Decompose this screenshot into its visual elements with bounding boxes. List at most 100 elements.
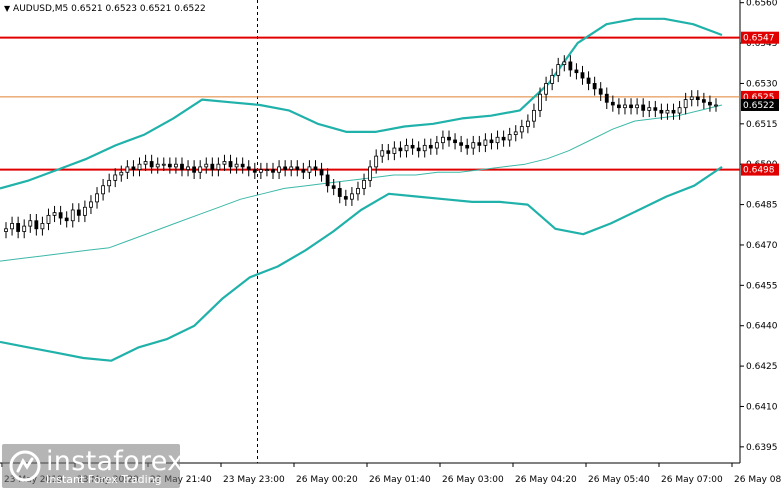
- bollinger-upper-band: [0, 17, 723, 190]
- candle: [301, 162, 306, 180]
- candle: [635, 98, 640, 115]
- candle: [647, 100, 652, 118]
- candle-body: [610, 101, 615, 106]
- candle: [459, 135, 464, 153]
- candle-body: [52, 212, 57, 216]
- candle: [434, 135, 439, 155]
- candle: [82, 200, 87, 223]
- candle-body: [58, 212, 63, 219]
- candle-body: [677, 107, 682, 114]
- price-tick-label: 0.6440: [746, 322, 778, 332]
- candle-body: [398, 147, 403, 152]
- candle: [356, 181, 360, 201]
- candle-body: [538, 93, 542, 111]
- candle: [155, 157, 160, 174]
- candle: [465, 138, 470, 155]
- candle-body: [683, 99, 688, 109]
- candle-body: [653, 107, 658, 111]
- candle: [404, 138, 409, 158]
- candle-body: [216, 163, 221, 170]
- candle: [16, 216, 21, 239]
- candle: [568, 55, 573, 77]
- candle-body: [76, 209, 81, 216]
- candle-body: [289, 166, 294, 170]
- symbol-timeframe: AUDUSD,M5: [13, 4, 69, 14]
- candle: [368, 160, 373, 188]
- support-tag-label: 0.6498: [743, 166, 775, 176]
- candle: [271, 162, 275, 180]
- candle: [665, 103, 670, 120]
- candle-body: [125, 166, 130, 173]
- candle: [629, 98, 633, 115]
- candle: [453, 133, 457, 150]
- candle-body: [204, 163, 209, 168]
- candle: [623, 98, 627, 115]
- candle: [586, 71, 591, 91]
- candle-body: [95, 193, 99, 203]
- candle: [525, 114, 530, 134]
- candle-body: [113, 174, 118, 181]
- candle-body: [362, 179, 366, 189]
- candle: [592, 76, 597, 96]
- candle: [507, 127, 512, 147]
- candle-body: [641, 104, 646, 111]
- candle-body: [343, 196, 348, 200]
- candle: [186, 160, 190, 177]
- moving-average-line: [0, 104, 723, 262]
- candle: [532, 103, 536, 128]
- candle-body: [240, 163, 245, 168]
- candle: [143, 154, 148, 171]
- watermark-badge: [2, 444, 180, 488]
- candle-body: [428, 144, 433, 149]
- watermark-tagline: Instant Forex Trading: [46, 473, 162, 486]
- candle-body: [137, 163, 142, 170]
- resistance-tag-label: 0.6547: [743, 34, 775, 44]
- candle: [683, 92, 688, 115]
- candle: [76, 203, 81, 223]
- candle-body: [659, 109, 664, 114]
- candle-body: [404, 144, 409, 152]
- candle-body: [647, 107, 652, 111]
- candle: [410, 138, 415, 155]
- candle-body: [689, 96, 694, 100]
- price-tick-label: 0.6470: [746, 241, 778, 251]
- candle-body: [471, 142, 476, 149]
- candle: [562, 55, 567, 72]
- candle: [167, 157, 172, 174]
- candle: [283, 160, 288, 177]
- candle-body: [629, 104, 633, 109]
- candle-body: [623, 104, 627, 109]
- candle: [161, 157, 166, 171]
- ohlc-readout: 0.6521 0.6523 0.6521 0.6522: [71, 4, 206, 14]
- candle: [101, 179, 105, 201]
- candle-body: [519, 126, 524, 133]
- candle: [331, 179, 336, 196]
- price-tick-label: 0.6485: [746, 201, 778, 211]
- symbol-dropdown-icon[interactable]: ▼: [4, 4, 11, 13]
- price-tick-label: 0.6530: [746, 79, 778, 89]
- candle-body: [434, 142, 439, 149]
- candle-body: [119, 171, 124, 176]
- candle: [701, 92, 706, 110]
- candle: [289, 160, 294, 177]
- candle-body: [4, 228, 8, 232]
- candle-body: [356, 188, 360, 195]
- candle: [550, 68, 555, 91]
- candle: [386, 144, 391, 161]
- candle: [501, 130, 506, 147]
- candle-body: [525, 120, 530, 127]
- candle: [234, 157, 239, 174]
- candle-body: [477, 142, 482, 146]
- time-tick-label: 26 May 07:00: [661, 475, 723, 485]
- candle-body: [252, 169, 257, 173]
- candle: [617, 98, 621, 115]
- candle-body: [604, 93, 609, 103]
- candle-body: [167, 163, 172, 168]
- candle-body: [319, 169, 324, 176]
- candle-body: [16, 223, 21, 232]
- candle-body: [598, 88, 603, 95]
- candle: [677, 100, 682, 120]
- candle-body: [307, 166, 312, 173]
